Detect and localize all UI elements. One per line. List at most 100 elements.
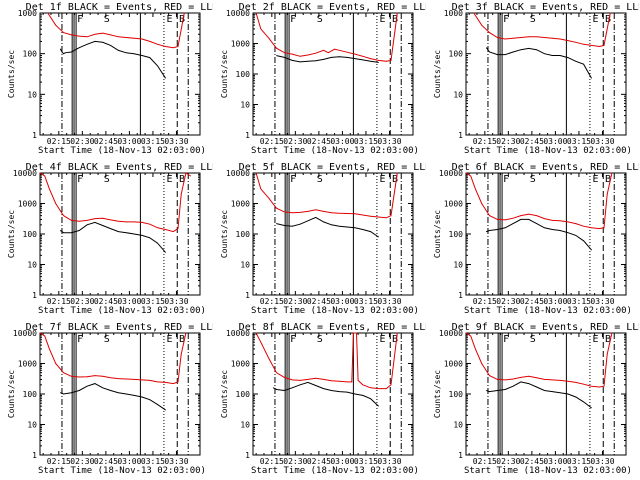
events-data-point <box>283 390 285 391</box>
chart-title: Det 9f BLACK = Events, RED = LLD <box>452 322 639 333</box>
events-data-point <box>485 231 487 232</box>
lld-data-point <box>465 332 467 334</box>
events-data-point <box>520 381 522 383</box>
lld-data-point <box>276 207 277 209</box>
events-data-point <box>133 233 135 235</box>
lld-data-point <box>180 353 182 355</box>
events-data-point <box>370 398 372 400</box>
lld-data-point <box>551 379 553 381</box>
events-data-point <box>528 219 530 220</box>
events-data-point <box>485 390 487 391</box>
lld-data-point <box>559 38 561 40</box>
y-tick-label: 10 <box>453 261 463 270</box>
lld-data-point <box>133 221 135 223</box>
x-tick-label: 03:30 <box>377 457 401 466</box>
y-axis-title: Counts/sec <box>433 50 442 98</box>
lld-data-point <box>512 378 514 380</box>
lld-series-line <box>255 332 398 390</box>
lld-data-point <box>352 332 354 334</box>
events-data-point <box>575 60 577 62</box>
x-tick-label: 02:30 <box>283 297 307 306</box>
lld-data-point <box>354 213 356 215</box>
lld-data-point <box>504 219 506 221</box>
events-data-point <box>323 388 324 390</box>
lld-data-point <box>544 379 545 380</box>
events-data-point <box>276 389 277 390</box>
x-tick-label: 03:30 <box>590 137 614 146</box>
x-tick-label: 02:45 <box>520 297 544 306</box>
lld-data-point <box>149 41 151 42</box>
events-data-point <box>63 232 64 234</box>
lld-data-point <box>496 37 498 38</box>
events-data-point <box>536 386 537 388</box>
lld-data-point <box>118 378 119 379</box>
lld-data-point <box>496 379 498 380</box>
x-tick-label: 02:15 <box>47 457 71 466</box>
x-tick-label: 02:45 <box>307 297 331 306</box>
events-data-point <box>94 222 96 223</box>
lld-data-point <box>575 382 577 383</box>
y-tick-label: 10000 <box>13 169 37 178</box>
lld-data-point <box>276 47 277 49</box>
events-data-point <box>59 230 61 231</box>
events-data-point <box>70 232 72 234</box>
lld-series-line <box>255 172 398 219</box>
lld-data-point <box>346 51 348 53</box>
detector-panel-7: Det 7f BLACK = Events, RED = LLD 1 10 100 10… <box>7 322 213 476</box>
marker-label-S: S <box>317 174 323 185</box>
lld-data-point <box>512 37 514 39</box>
x-tick-label: 03:30 <box>164 137 188 146</box>
lld-data-point <box>47 12 49 14</box>
y-tick-label: 1000 <box>231 360 250 369</box>
lld-data-point <box>291 379 293 381</box>
x-tick-label: 02:15 <box>473 137 497 146</box>
lld-data-point <box>86 219 88 221</box>
events-data-point <box>323 221 324 223</box>
detector-panel-8: Det 8f BLACK = Events, RED = LLD 1 10 100 10… <box>220 322 426 476</box>
detector-panel-4: Det 4f BLACK = Events, RED = LLD 1 10 100 10… <box>7 162 213 316</box>
events-data-point <box>331 224 332 226</box>
events-data-point <box>61 51 63 53</box>
lld-data-point <box>49 188 50 190</box>
x-tick-label: 02:15 <box>47 297 71 306</box>
events-data-point <box>520 219 522 220</box>
events-data-point <box>512 223 514 224</box>
x-axis-title: Start Time (18-Nov-13 02:03:00) <box>251 306 419 316</box>
events-data-point <box>583 240 585 242</box>
lld-data-point <box>512 217 514 219</box>
events-data-point <box>496 54 498 55</box>
lld-data-point <box>354 53 356 55</box>
events-data-point <box>489 391 490 392</box>
lld-data-point <box>283 52 285 54</box>
x-tick-label: 03:15 <box>141 297 165 306</box>
lld-data-point <box>183 12 185 14</box>
lld-data-point <box>307 211 309 212</box>
y-tick-label: 100 <box>449 50 464 59</box>
x-tick-label: 02:30 <box>496 137 520 146</box>
lld-data-point <box>331 380 332 382</box>
y-tick-label: 100 <box>23 230 38 239</box>
lld-data-point <box>185 332 187 334</box>
lld-data-point <box>551 37 553 39</box>
events-data-point <box>512 51 514 53</box>
x-axis-title: Start Time (18-Nov-13 02:03:00) <box>251 146 419 156</box>
events-data-point <box>299 384 301 386</box>
marker-label-F: F <box>503 14 509 25</box>
lld-data-point <box>185 172 187 174</box>
x-tick-label: 03:30 <box>377 137 401 146</box>
plot-frame <box>465 172 627 296</box>
y-axis-title: Counts/sec <box>7 370 16 418</box>
lld-data-point <box>536 377 537 379</box>
chart-title: Det 1f BLACK = Events, RED = LLD <box>26 2 213 13</box>
lld-data-point <box>157 227 159 229</box>
events-series-line <box>276 55 379 63</box>
chart-title: Det 5f BLACK = Events, RED = LLD <box>239 162 426 173</box>
lld-data-point <box>390 384 392 386</box>
y-tick-label: 10000 <box>226 329 250 338</box>
marker-label-E: E <box>379 174 385 185</box>
plot-frame <box>252 332 414 456</box>
lld-data-point <box>598 46 600 47</box>
events-data-point <box>94 383 96 384</box>
events-data-point <box>354 393 356 395</box>
lld-data-point <box>49 348 50 350</box>
